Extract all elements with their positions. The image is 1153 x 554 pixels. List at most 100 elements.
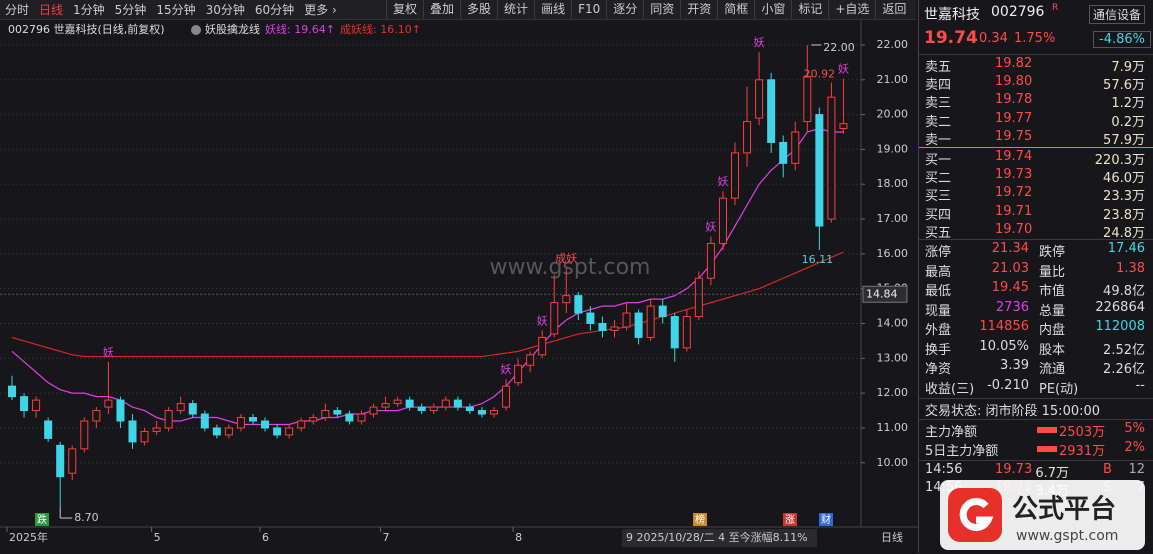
annotation: 8.70 — [74, 511, 99, 524]
chart: 002796 世嘉科技(日线,前复权) 妖股擒龙线 妖线: 19.64↑ 成妖线… — [0, 20, 918, 553]
signal-marker: 成妖 — [555, 251, 577, 265]
candle-body — [441, 399, 450, 408]
book-volume: 220.3万 — [1094, 153, 1145, 168]
book-volume: 57.9万 — [1103, 132, 1145, 148]
stat-label: 流通 — [1039, 362, 1066, 377]
x-tick-label: 8 — [515, 531, 522, 544]
candle-body — [586, 312, 595, 325]
book-divider — [919, 147, 1153, 148]
period-tab[interactable]: 日线 — [39, 3, 64, 17]
event-label: 榜 — [695, 513, 705, 526]
tool-button[interactable]: 开资 — [680, 0, 717, 19]
indicator-icon — [191, 25, 201, 35]
candle-body — [779, 141, 788, 164]
sector: 通信设备 — [1089, 5, 1146, 24]
candle-body — [622, 312, 631, 328]
tool-button[interactable]: 简框 — [717, 0, 754, 19]
separator — [919, 419, 1153, 420]
period-tab[interactable]: 30分钟 — [205, 3, 245, 17]
period-tab[interactable]: 60分钟 — [254, 3, 295, 17]
candle-body — [694, 277, 703, 318]
event-label: 跌 — [37, 513, 47, 526]
trade-status: 交易状态: 闭市阶段 15:00:00 — [925, 404, 1101, 419]
stat-label: 最高 — [925, 264, 952, 280]
candle-body — [610, 326, 619, 331]
tool-button[interactable]: 小窗 — [754, 0, 791, 19]
tool-button[interactable]: +自选 — [828, 0, 875, 19]
stat-value: 112008 — [1095, 319, 1145, 334]
y-tick-label: 14.00 — [877, 317, 909, 330]
book-volume: 23.8万 — [1103, 207, 1145, 223]
tool-button[interactable]: 复权 — [386, 0, 423, 19]
book-level: 卖五 — [925, 60, 952, 75]
tool-button[interactable]: 标记 — [791, 0, 828, 19]
candle-body — [261, 420, 270, 429]
separator — [919, 54, 1153, 55]
tool-button[interactable]: 返回 — [875, 0, 912, 19]
book-level: 买五 — [925, 225, 952, 241]
y-tick-label: 20.00 — [877, 108, 909, 121]
cursor-price: 14.84 — [866, 287, 898, 300]
period-tab[interactable]: 更多 › — [304, 3, 337, 17]
tool-button[interactable]: 逐分 — [606, 0, 643, 19]
logo-graphic: 公式平台 www.gspt.com — [948, 488, 1118, 544]
book-level: 买三 — [925, 189, 952, 205]
stat-value: 21.03 — [991, 260, 1029, 276]
candle-body — [345, 413, 354, 422]
book-level: 卖四 — [925, 78, 952, 94]
candle-body — [682, 316, 691, 349]
period-label: 日线 — [881, 530, 903, 544]
chart-title: 002796 世嘉科技(日线,前复权) — [8, 22, 165, 36]
candle-body — [514, 364, 523, 384]
candle-body — [417, 406, 426, 412]
chart-bg — [0, 20, 918, 553]
period-tab[interactable]: 15分钟 — [156, 3, 196, 17]
period-tab[interactable]: 1分钟 — [73, 3, 105, 17]
candle-body — [116, 399, 125, 422]
tool-button[interactable]: F10 — [571, 0, 606, 19]
signal-marker: 妖 — [501, 362, 512, 376]
quote-panel: 世嘉科技 002796 R 通信设备 19.74 0.34 1.75% -4.86% 卖五 19.… — [918, 0, 1153, 553]
stat-value: 2736 — [995, 299, 1029, 315]
candle-body — [743, 121, 752, 154]
candle-body — [598, 323, 607, 331]
tick-count: 12 — [1128, 462, 1145, 477]
tool-button[interactable]: 画线 — [534, 0, 571, 19]
stock-code: 002796 — [991, 4, 1045, 20]
candle-body — [405, 399, 414, 408]
book-volume: 23.3万 — [1103, 189, 1145, 205]
period-tab[interactable]: 5分钟 — [114, 3, 147, 17]
cursor-box — [862, 285, 908, 303]
book-level: 买四 — [925, 207, 952, 223]
tool-button[interactable]: 同资 — [643, 0, 680, 19]
candle-body — [140, 430, 149, 443]
candle-body — [333, 410, 342, 415]
stat-label: 最低 — [925, 284, 952, 299]
flow-label: 主力净额 — [925, 425, 978, 440]
annotation: 20.92 — [804, 68, 836, 81]
candle-body — [224, 427, 233, 436]
signal-marker: 妖 — [537, 313, 548, 327]
stat-label: 市值 — [1039, 284, 1066, 299]
candle-body — [731, 152, 739, 199]
candle-body — [152, 427, 161, 432]
stat-label: 收益(三) — [925, 381, 975, 397]
book-price: 19.78 — [995, 92, 1033, 108]
candle-body — [56, 444, 65, 478]
tool-button[interactable]: 统计 — [497, 0, 534, 19]
x-tick-label: 5 — [154, 531, 161, 544]
indicator-name: 妖股擒龙线 — [205, 22, 260, 36]
footer-info: 9 2025/10/28/二 4 至今涨幅8.11% — [626, 530, 808, 544]
tool-buttons: 复权 叠加 多股 统计 画线 F10 逐分 同资 开资 简框 小窗 标记 +自选 返回 — [386, 0, 912, 19]
y-tick-label: 21.00 — [877, 73, 909, 86]
signal-marker: 妖 — [705, 219, 716, 233]
candle-body — [249, 417, 257, 422]
tool-button[interactable]: 叠加 — [423, 0, 460, 19]
logo: 公式平台 www.gspt.com — [940, 480, 1145, 550]
stat-value: 1.38 — [1116, 260, 1145, 276]
candle-body — [357, 413, 366, 422]
tool-button[interactable]: 多股 — [460, 0, 497, 19]
y-tick-label: 13.00 — [877, 351, 909, 364]
period-tab[interactable]: 分时 — [5, 3, 30, 17]
candle-body — [562, 295, 571, 304]
